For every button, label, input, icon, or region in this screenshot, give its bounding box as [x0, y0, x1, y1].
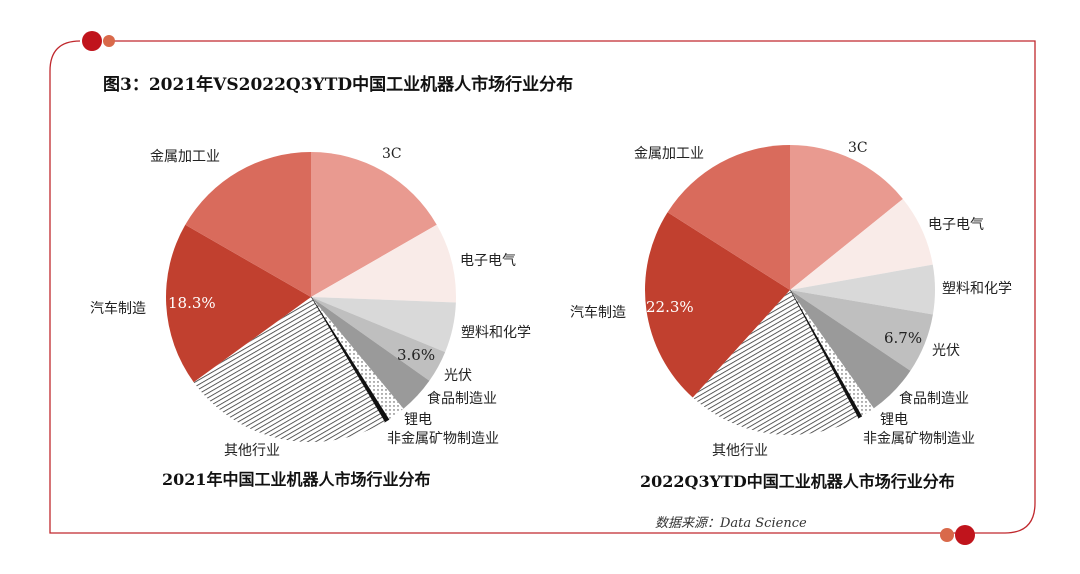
pie-slice-2: [311, 297, 456, 353]
slice-label: 汽车制造: [90, 301, 146, 317]
pie-slice-3: [790, 290, 933, 371]
source-note: 数据来源：Data Science: [655, 516, 807, 531]
slice-label: 金属加工业: [150, 149, 220, 165]
slice-label: 汽车制造: [570, 305, 626, 321]
slice-label: 光伏: [932, 343, 960, 359]
chart-title-2021: 2021年中国工业机器人市场行业分布: [162, 470, 431, 489]
slice-label: 非金属矿物制造业: [863, 431, 975, 447]
figure-title: 图3：2021年VS2022Q3YTD中国工业机器人市场行业分布: [103, 75, 574, 95]
slice-label: 锂电: [404, 412, 432, 428]
slice-label: 电子电气: [928, 217, 984, 233]
pie-slice-6: [310, 296, 390, 423]
slice-label: 其他行业: [712, 443, 768, 459]
pie-slice-8: [645, 212, 790, 398]
pie-slice-8: [166, 224, 311, 383]
data-label: 22.3%: [646, 298, 694, 316]
pie-slice-2: [790, 264, 935, 315]
slice-label: 塑料和化学: [942, 281, 1012, 297]
slice-label: 3C: [382, 146, 402, 162]
data-label: 3.6%: [397, 346, 436, 364]
decor-dot-big: [955, 525, 975, 545]
pie-slice-5: [790, 290, 874, 417]
slice-label: 非金属矿物制造业: [387, 431, 499, 447]
pie-slice-0: [311, 152, 437, 297]
pie-slice-5: [311, 297, 404, 420]
pie-slice-9: [667, 145, 790, 290]
slice-label: 其他行业: [224, 443, 280, 459]
chart-title-2022: 2022Q3YTD中国工业机器人市场行业分布: [640, 472, 955, 491]
decor-dot-small: [103, 35, 115, 47]
data-label: 18.3%: [168, 294, 216, 312]
frame-border: [49, 40, 1036, 534]
pie-slice-7: [692, 290, 859, 435]
data-label: 6.7%: [884, 329, 923, 347]
pie-slice-4: [311, 297, 430, 409]
slice-label: 3C: [848, 140, 868, 156]
pie-slice-1: [790, 198, 933, 290]
pie-slice-1: [311, 224, 456, 303]
decor-dot-big: [82, 31, 102, 51]
slice-label: 光伏: [444, 368, 472, 384]
slice-label: 食品制造业: [899, 391, 969, 407]
pie-slice-7: [193, 297, 385, 442]
slice-label: 锂电: [880, 412, 908, 428]
slice-label: 金属加工业: [634, 146, 704, 162]
pie-slice-9: [185, 152, 311, 297]
pie-slice-4: [790, 290, 911, 409]
pie-slice-0: [790, 145, 903, 290]
pie-2021: [166, 152, 456, 442]
slice-label: 电子电气: [460, 253, 516, 269]
pie-2022q3ytd: [645, 145, 935, 435]
slice-label: 塑料和化学: [461, 325, 531, 341]
pie-slice-6: [789, 289, 863, 419]
pie-slice-3: [311, 297, 446, 381]
slice-label: 食品制造业: [427, 391, 497, 407]
decor-dot-small: [940, 528, 954, 542]
